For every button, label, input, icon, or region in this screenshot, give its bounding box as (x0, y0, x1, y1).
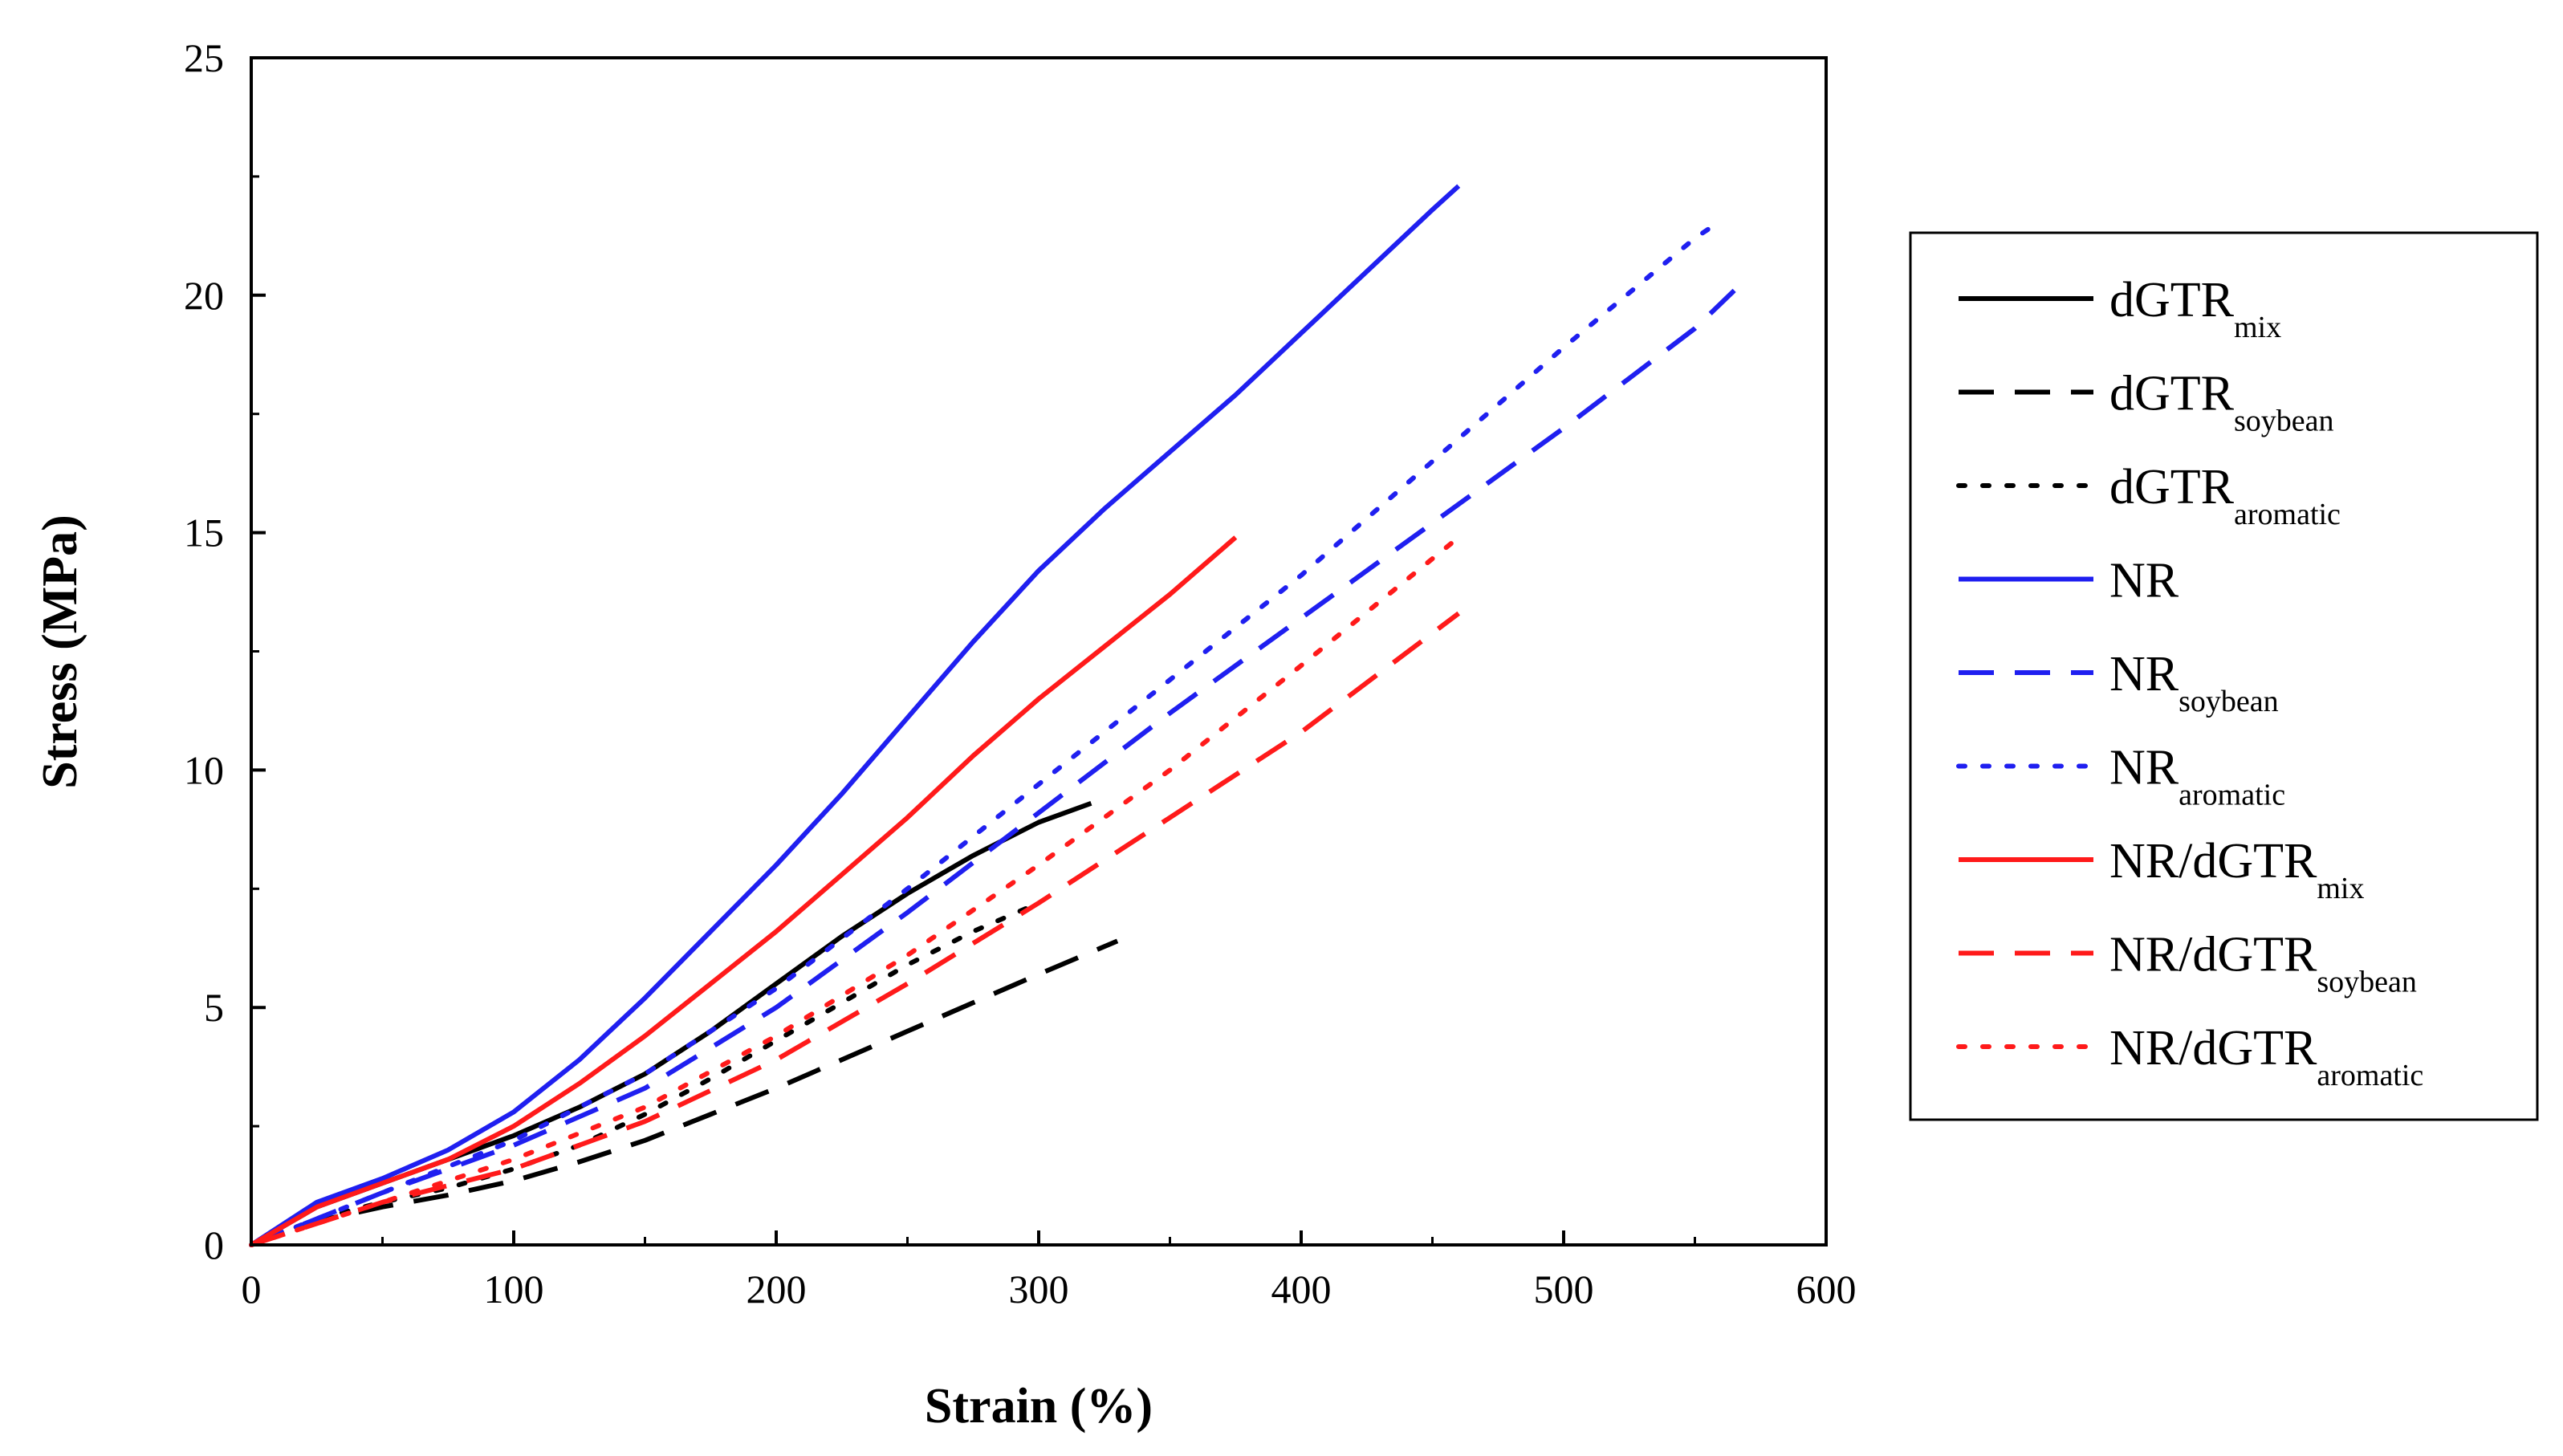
series-line-nr-dgtr-mix (250, 535, 1238, 1247)
y-tick-label: 25 (184, 35, 224, 80)
series-line-nr-soybean (250, 288, 1736, 1247)
series-line-nr-aromatic (249, 222, 1719, 1247)
y-tick-label: 10 (184, 747, 224, 792)
series-layer (249, 184, 1736, 1247)
x-tick-label: 400 (1271, 1267, 1332, 1312)
legend-label: NR/dGTRsoybean (2109, 928, 2417, 999)
ticks-layer: 0 100 200 300 400 500 600 0 5 10 15 20 25 (184, 35, 1857, 1312)
y-tick-label: 15 (184, 510, 224, 555)
x-tick-label: 600 (1796, 1267, 1857, 1312)
y-tick-label: 5 (204, 985, 224, 1030)
legend-label: NRaromatic (2109, 741, 2285, 812)
legend: dGTRmix dGTRsoybean dGTRaromatic NR NRsoybea… (1909, 231, 2539, 1121)
series-line-nr-dgtr-soybean (250, 611, 1461, 1247)
legend-label: dGTRaromatic (2109, 460, 2341, 531)
legend-label: NR (2109, 554, 2179, 608)
y-tick-label: 0 (204, 1222, 224, 1267)
legend-label: NRsoybean (2109, 647, 2279, 718)
y-tick-label: 20 (184, 273, 224, 318)
legend-label: NR/dGTRaromatic (2109, 1021, 2423, 1092)
x-axis-title: Strain (%) (925, 1379, 1153, 1434)
legend-items: dGTRmix dGTRsoybean dGTRaromatic NR NRsoybea… (1956, 273, 2423, 1092)
legend-label: dGTRmix (2109, 273, 2281, 344)
series-line-dgtr-soybean (250, 938, 1119, 1247)
x-tick-label: 300 (1009, 1267, 1069, 1312)
series-line-dgtr-aromatic (249, 901, 1041, 1247)
series-line-nr (250, 184, 1461, 1247)
x-tick-label: 100 (484, 1267, 544, 1312)
y-axis-title: Stress (MPa) (33, 514, 87, 788)
legend-box (1909, 231, 2539, 1121)
x-tick-label: 0 (242, 1267, 262, 1312)
legend-label: dGTRsoybean (2109, 367, 2334, 438)
x-tick-label: 500 (1534, 1267, 1594, 1312)
x-tick-label: 200 (747, 1267, 807, 1312)
legend-label: NR/dGTRmix (2109, 834, 2364, 905)
